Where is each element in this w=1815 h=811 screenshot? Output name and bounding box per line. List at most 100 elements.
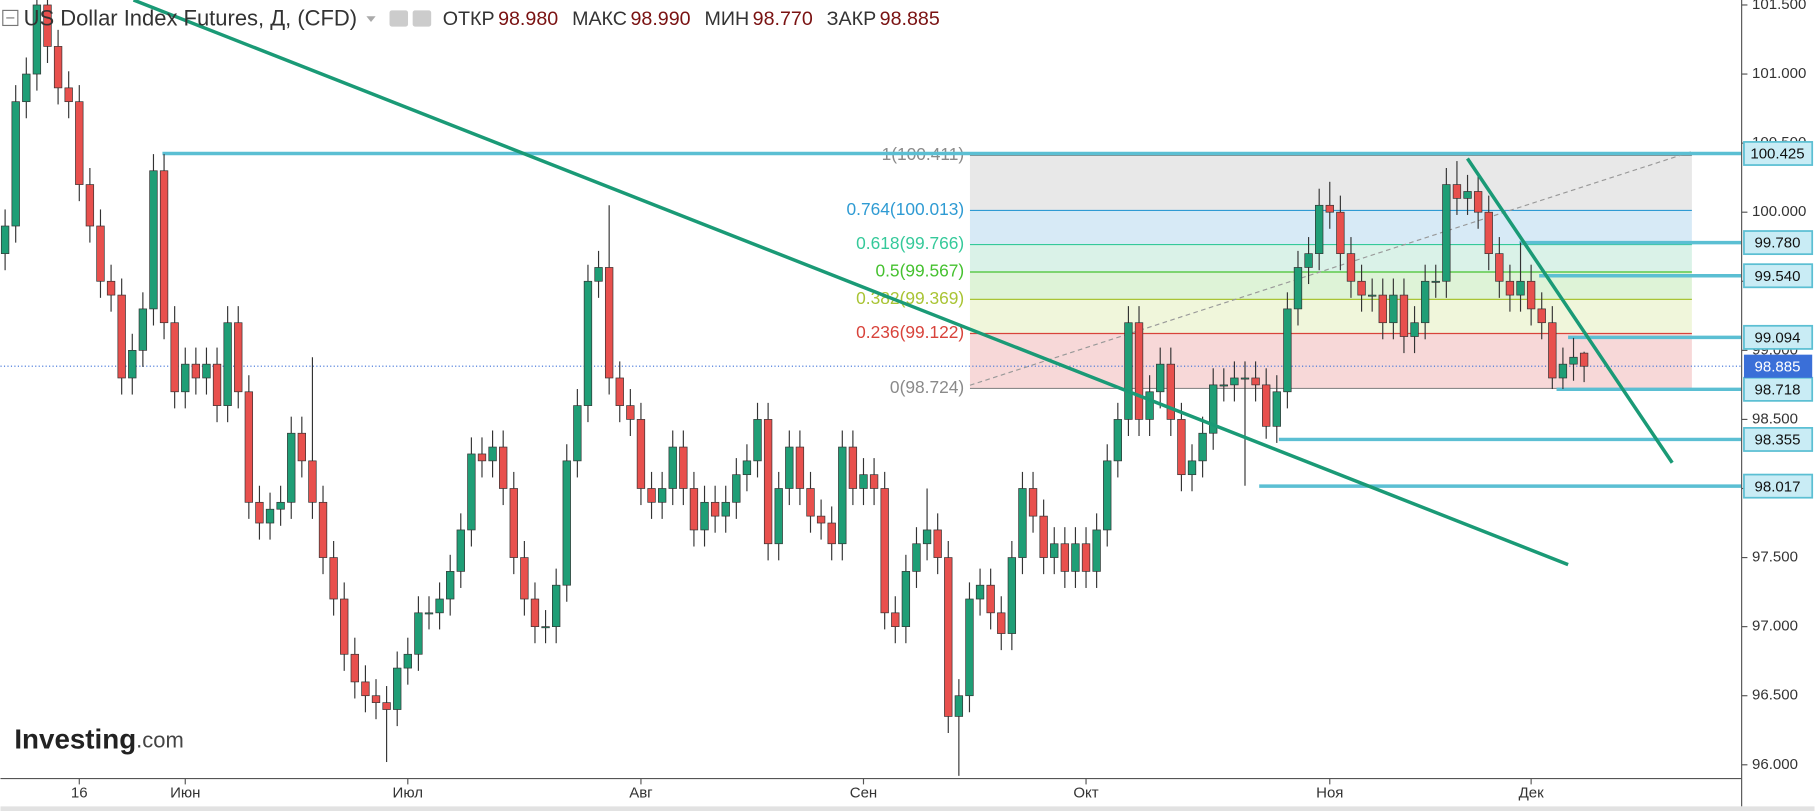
- candle-body: [1103, 460, 1112, 531]
- candle-body: [657, 488, 667, 503]
- candle-body: [414, 612, 423, 655]
- candle-body: [1495, 253, 1504, 282]
- axis-labels: 16 Июн Июл Авг Сен Окт Ноя Дек 96.000 96.500 97.00…: [71, 0, 1806, 802]
- level-badge: [1743, 230, 1814, 256]
- candle-body: [1050, 543, 1059, 558]
- candle-body: [1060, 543, 1070, 572]
- candle-body: [912, 543, 921, 572]
- candle-body: [1452, 184, 1462, 199]
- x-tick-label: Дек: [1519, 785, 1545, 802]
- candle-body: [1548, 322, 1557, 379]
- candle-body: [1505, 280, 1515, 296]
- candle-body: [212, 363, 222, 406]
- candle-body: [1473, 191, 1483, 213]
- eye-icon[interactable]: [389, 10, 409, 27]
- y-tick-label: 101.500: [1752, 0, 1806, 13]
- candle-body: [668, 446, 677, 489]
- candle-body: [1230, 377, 1239, 386]
- candle-body: [838, 446, 847, 545]
- candle-body: [1081, 543, 1091, 572]
- candle-body: [106, 280, 116, 296]
- candle-body: [32, 4, 42, 75]
- candle-body: [488, 446, 497, 462]
- candle-body: [318, 501, 328, 558]
- candle-body: [22, 73, 31, 103]
- candle-body: [11, 101, 20, 227]
- candle-body: [965, 598, 974, 697]
- x-tick-label: Сен: [850, 785, 878, 802]
- level-badge: [1743, 141, 1814, 166]
- candle-body: [1389, 294, 1398, 324]
- dropdown-icon[interactable]: [366, 16, 376, 22]
- candle-body: [128, 349, 137, 379]
- y-tick-label: 97.500: [1752, 549, 1798, 566]
- candle-body: [456, 529, 465, 572]
- candle-body: [859, 474, 868, 489]
- level-badge-label: 98.355: [1755, 432, 1801, 449]
- candle-body: [340, 598, 349, 655]
- header: US Dollar Index Futures, Д, (CFD) ОТКР 98.…: [2, 5, 940, 30]
- candle-body: [509, 488, 518, 558]
- level-badge-label: 100.425: [1750, 146, 1804, 163]
- candle-body: [1304, 253, 1313, 268]
- candle-body: [255, 501, 264, 524]
- candle-body: [424, 612, 434, 615]
- bottom-bar: [0, 806, 1815, 811]
- candle-body: [265, 508, 275, 524]
- y-tick-label: 101.000: [1752, 65, 1806, 82]
- candle-body: [138, 308, 148, 351]
- candles: [0, 0, 1589, 776]
- candle-body: [43, 4, 52, 47]
- candle-body: [308, 460, 317, 503]
- candle-body: [1346, 253, 1356, 282]
- candle-body: [1367, 294, 1377, 297]
- last-price-label: 98.885: [1755, 358, 1801, 375]
- trend-line: [132, 0, 1569, 567]
- candle-body: [785, 446, 794, 489]
- candle-body: [223, 322, 232, 406]
- y-tick-label: 96.500: [1752, 687, 1798, 704]
- fib-band: [969, 299, 1692, 334]
- fib-band: [969, 210, 1692, 245]
- x-axis-area: [0, 778, 1742, 807]
- candle-body: [562, 460, 571, 586]
- settings-icon[interactable]: [412, 10, 432, 27]
- candle-body: [806, 488, 815, 517]
- candle-body: [1315, 204, 1324, 254]
- candle-body: [891, 612, 900, 627]
- candle-body: [170, 322, 179, 393]
- candle-body: [53, 46, 63, 89]
- candle-body: [1156, 363, 1165, 393]
- x-tick-label: Июн: [170, 785, 200, 802]
- candle-body: [1420, 280, 1430, 324]
- candle-body: [647, 488, 656, 503]
- candle-body: [573, 405, 582, 462]
- candle-body: [329, 557, 338, 600]
- candle-body: [403, 653, 412, 669]
- level-badge-label: 99.540: [1755, 268, 1801, 285]
- fib-label: 0.764(100.013): [847, 199, 965, 219]
- candle-body: [922, 529, 932, 545]
- levels: [0, 151, 1742, 488]
- fib-trend: [969, 151, 1693, 386]
- candle-body: [1579, 352, 1589, 367]
- candle-body: [1484, 211, 1493, 254]
- candle-body: [202, 363, 211, 379]
- candle-body: [944, 557, 953, 717]
- fib-band: [969, 155, 1692, 211]
- candle-body: [181, 363, 190, 393]
- candle-body: [626, 405, 635, 420]
- candle-body: [159, 170, 169, 324]
- candle-body: [393, 667, 402, 710]
- candle-body: [986, 584, 995, 614]
- candle-body: [530, 598, 540, 627]
- ohlc-value: 98.990: [630, 8, 690, 30]
- candle-body: [594, 267, 603, 282]
- candle-body: [1378, 294, 1387, 324]
- candle-body: [880, 488, 889, 614]
- x-tick-label: Ноя: [1316, 785, 1343, 802]
- candle-body: [1526, 280, 1536, 310]
- candle-body: [1145, 391, 1154, 420]
- candle-body: [827, 522, 836, 545]
